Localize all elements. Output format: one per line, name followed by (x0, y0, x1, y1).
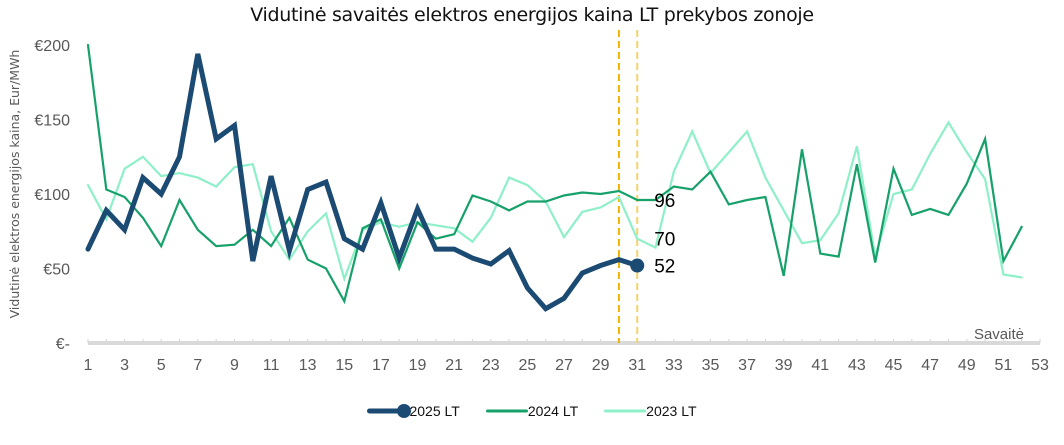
x-axis (87, 339, 1041, 345)
series-line-2024-lt (86, 43, 1023, 305)
legend-label: 2025 LT (409, 403, 460, 419)
x-tick-label: 29 (592, 357, 610, 374)
x-tick-label: 41 (811, 357, 829, 374)
end-label-2023-lt: 70 (654, 230, 675, 251)
x-axis-ticks: 1 3 5 7 9 11 13 15 17 19 21 23 25 27 29 31 33 35 37 39 41 43 4… (84, 357, 1049, 374)
x-tick-label: 49 (958, 357, 976, 374)
reference-lines (617, 30, 639, 343)
y-axis-title-group: Vidutinė elektros energijos kaina, Eur/M… (7, 50, 22, 319)
end-labels: 52 96 70 (654, 191, 675, 278)
x-tick-label: 37 (738, 357, 756, 374)
x-tick-label: 27 (555, 357, 573, 374)
series-layer (85, 43, 1023, 312)
x-tick-label: 11 (263, 357, 280, 374)
y-tick-label: €50 (43, 262, 70, 279)
y-tick-label: €200 (34, 38, 70, 55)
x-tick-label: 3 (120, 357, 129, 374)
x-tick-label: 1 (84, 357, 93, 374)
legend-label: 2023 LT (646, 403, 697, 419)
x-tick-label: 19 (409, 357, 427, 374)
y-axis-title: Vidutinė elektros energijos kaina, Eur/M… (7, 50, 22, 319)
series-line-2025-lt (85, 53, 640, 312)
legend-label: 2024 LT (527, 403, 579, 419)
last-point-marker (630, 258, 645, 273)
x-tick-label: 45 (885, 357, 903, 374)
legend-swatch (485, 404, 528, 418)
series-line-2023-lt (86, 120, 1023, 283)
y-tick-label: €100 (34, 187, 70, 204)
x-tick-label: 23 (482, 357, 500, 374)
y-tick-label: €- (56, 336, 70, 353)
x-tick-label: 9 (230, 357, 239, 374)
x-tick-label: 25 (518, 357, 536, 374)
y-tick-label: €150 (34, 113, 70, 130)
x-tick-label: 51 (994, 357, 1012, 374)
x-tick-label: 39 (775, 357, 793, 374)
legend-item: 2023 LT (604, 403, 697, 419)
end-label-2024-lt: 96 (654, 191, 675, 212)
x-tick-label: 33 (665, 357, 683, 374)
x-tick-label: 13 (299, 357, 317, 374)
x-tick-label: 31 (628, 357, 646, 374)
legend-item: 2025 LT (367, 403, 460, 419)
x-tick-label: 7 (193, 357, 202, 374)
x-tick-label: 5 (157, 357, 166, 374)
x-tick-label: 53 (1031, 357, 1049, 374)
end-label-2025-lt: 52 (654, 257, 675, 278)
x-tick-label: 47 (921, 357, 939, 374)
x-tick-label: 15 (335, 357, 353, 374)
x-tick-label: 21 (445, 357, 463, 374)
x-tick-label: 17 (372, 357, 390, 374)
legend-swatch (604, 404, 647, 418)
legend-item: 2024 LT (485, 403, 579, 419)
chart-title: Vidutinė savaitės elektros energijos kai… (250, 4, 814, 26)
x-tick-label: 35 (702, 357, 720, 374)
x-tick-label: 43 (848, 357, 866, 374)
y-axis-ticks: €- €50 €100 €150 €200 (34, 38, 70, 353)
legend-swatch (367, 404, 412, 418)
legend: 2025 LT 2024 LT 2023 LT (0, 403, 1064, 419)
x-axis-title: Savaitė (974, 326, 1024, 343)
